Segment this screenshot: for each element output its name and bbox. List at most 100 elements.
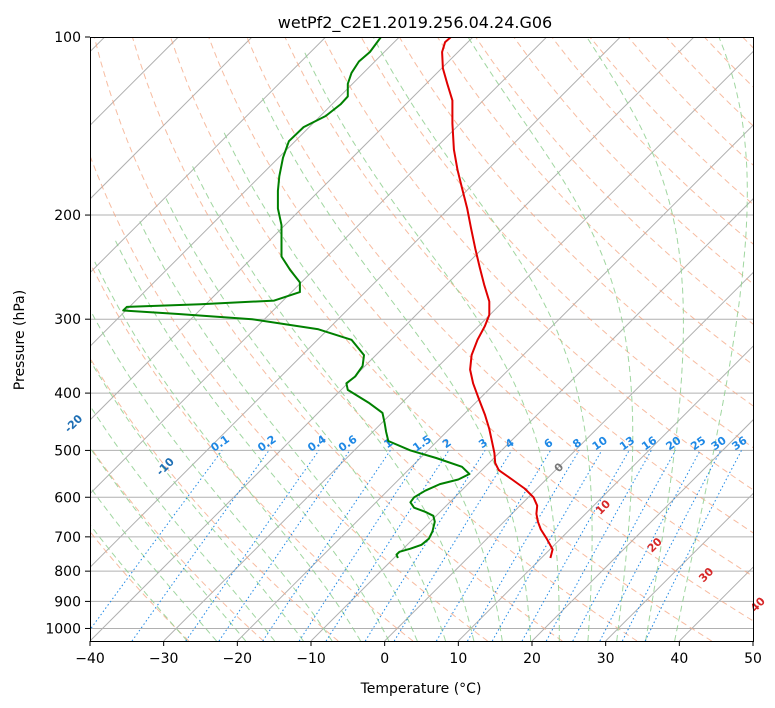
- moist-adiabat-line: [94, 261, 362, 641]
- mixing-ratio-label: 0.4: [305, 432, 329, 454]
- y-tick-label: 400: [54, 386, 81, 402]
- y-tick-label: 100: [54, 30, 81, 46]
- isotherm-line: [752, 640, 753, 641]
- dry-adiabat-line: [742, 37, 753, 49]
- x-tick-label: −10: [296, 651, 326, 667]
- mixing-ratio-line: [621, 450, 722, 641]
- mixing-ratio-label: 0.6: [336, 432, 360, 454]
- dry-adiabat-line: [475, 37, 753, 325]
- isotherm-line: [163, 50, 753, 641]
- moist-adiabat-label: 10: [593, 497, 613, 517]
- dry-adiabat-line: [513, 37, 753, 285]
- moist-adiabat-line: [586, 37, 684, 641]
- moist-adiabat-line: [260, 94, 532, 641]
- dry-adiabat-label: -30: [0, 369, 3, 392]
- y-tick-label: 500: [54, 443, 81, 459]
- x-tick-label: 20: [523, 651, 541, 667]
- mixing-ratio-line: [325, 450, 450, 641]
- dry-adiabat-label: -10: [154, 455, 177, 478]
- moist-adiabat-line: [90, 523, 188, 641]
- y-axis-title: Pressure (hPa): [12, 290, 28, 390]
- mixing-ratio-line: [364, 450, 486, 641]
- dry-adiabat-line: [90, 445, 264, 641]
- dewpoint-line: [122, 37, 471, 559]
- moist-adiabat-line: [191, 165, 475, 641]
- mixing-ratio-line: [393, 450, 513, 641]
- isotherm-line: [531, 419, 753, 641]
- isotherm-line: [384, 271, 753, 641]
- dry-adiabat-line: [90, 261, 414, 641]
- moist-adiabat-line: [302, 49, 560, 641]
- x-tick-label: 10: [449, 651, 467, 667]
- mixing-ratio-line: [262, 450, 391, 641]
- x-tick-label: 50: [744, 651, 762, 667]
- dry-adiabat-line: [131, 37, 638, 641]
- dry-adiabat-line: [436, 37, 753, 366]
- dry-adiabat-line: [589, 37, 753, 205]
- dry-adiabat-line: [703, 37, 753, 88]
- isotherm-line: [310, 198, 753, 641]
- mixing-ratio-line: [218, 450, 351, 641]
- temperature-line: [441, 37, 554, 559]
- dry-adiabat-label: -20: [62, 412, 85, 435]
- x-tick-label: 0: [380, 651, 389, 667]
- isotherm-line: [605, 492, 753, 641]
- moist-adiabat-label: 30: [696, 565, 716, 585]
- dry-adiabat-line: [90, 530, 190, 641]
- mixing-ratio-label: 2: [440, 436, 454, 451]
- mixing-ratio-line: [90, 450, 223, 631]
- x-tick-label: −40: [75, 651, 105, 667]
- isotherm-line: [90, 37, 548, 495]
- mixing-ratio-line: [572, 450, 676, 641]
- dry-adiabat-line: [551, 37, 753, 245]
- moist-adiabat-line: [90, 359, 304, 641]
- dry-adiabat-line: [665, 37, 753, 127]
- dry-adiabat-line: [90, 154, 488, 641]
- isotherm-line: [457, 345, 753, 641]
- moist-adiabat-line: [90, 446, 247, 641]
- mixing-ratio-line: [435, 450, 552, 641]
- dry-adiabat-line: [90, 357, 339, 641]
- y-tick-label: 300: [54, 312, 81, 328]
- mixing-ratio-line: [521, 450, 630, 641]
- mixing-ratio-label: 0.1: [208, 433, 231, 455]
- mixing-ratio-label: 6: [542, 436, 556, 451]
- background-lines: [90, 37, 753, 641]
- moist-adiabat-label: 0: [552, 460, 567, 475]
- isotherm-line: [90, 37, 695, 641]
- moist-adiabat-label: 40: [748, 594, 768, 614]
- mixing-ratio-line: [545, 450, 652, 641]
- dry-adiabat-line: [93, 37, 563, 641]
- mixing-ratio-line: [644, 450, 742, 641]
- x-tick-label: 30: [597, 651, 615, 667]
- dry-adiabat-line: [322, 37, 753, 491]
- moist-adiabat-line: [372, 37, 593, 641]
- x-tick-label: −30: [149, 651, 179, 667]
- dry-adiabat-line: [284, 37, 753, 534]
- moist-adiabat-line: [139, 221, 418, 641]
- moist-adiabat-line: [163, 194, 447, 641]
- moist-adiabat-line: [674, 37, 748, 641]
- y-tick-label: 800: [54, 564, 81, 580]
- isotherm-line: [90, 37, 253, 200]
- isotherm-line: [236, 124, 753, 641]
- mixing-ratio-line: [131, 450, 270, 641]
- mixing-ratio-line: [185, 450, 320, 641]
- x-tick-label: 40: [670, 651, 688, 667]
- line-labels: 0.10.20.40.611.52346810131620253036-100-…: [0, 369, 768, 615]
- moist-adiabat-line: [114, 239, 390, 641]
- y-tick-label: 600: [54, 490, 81, 506]
- x-axis-title: Temperature (°C): [360, 681, 482, 697]
- moist-adiabat-line: [467, 37, 634, 641]
- dry-adiabat-line: [246, 37, 753, 577]
- mixing-ratio-line: [467, 450, 580, 641]
- mixing-ratio-label: 3: [476, 436, 490, 451]
- y-tick-label: 700: [54, 530, 81, 546]
- y-tick-label: 200: [54, 208, 81, 224]
- plot-frame: [90, 37, 754, 642]
- mixing-ratio-line: [298, 450, 425, 641]
- moist-adiabat-line: [90, 404, 275, 641]
- isotherm-line: [90, 37, 621, 569]
- dry-adiabat-line: [208, 37, 753, 622]
